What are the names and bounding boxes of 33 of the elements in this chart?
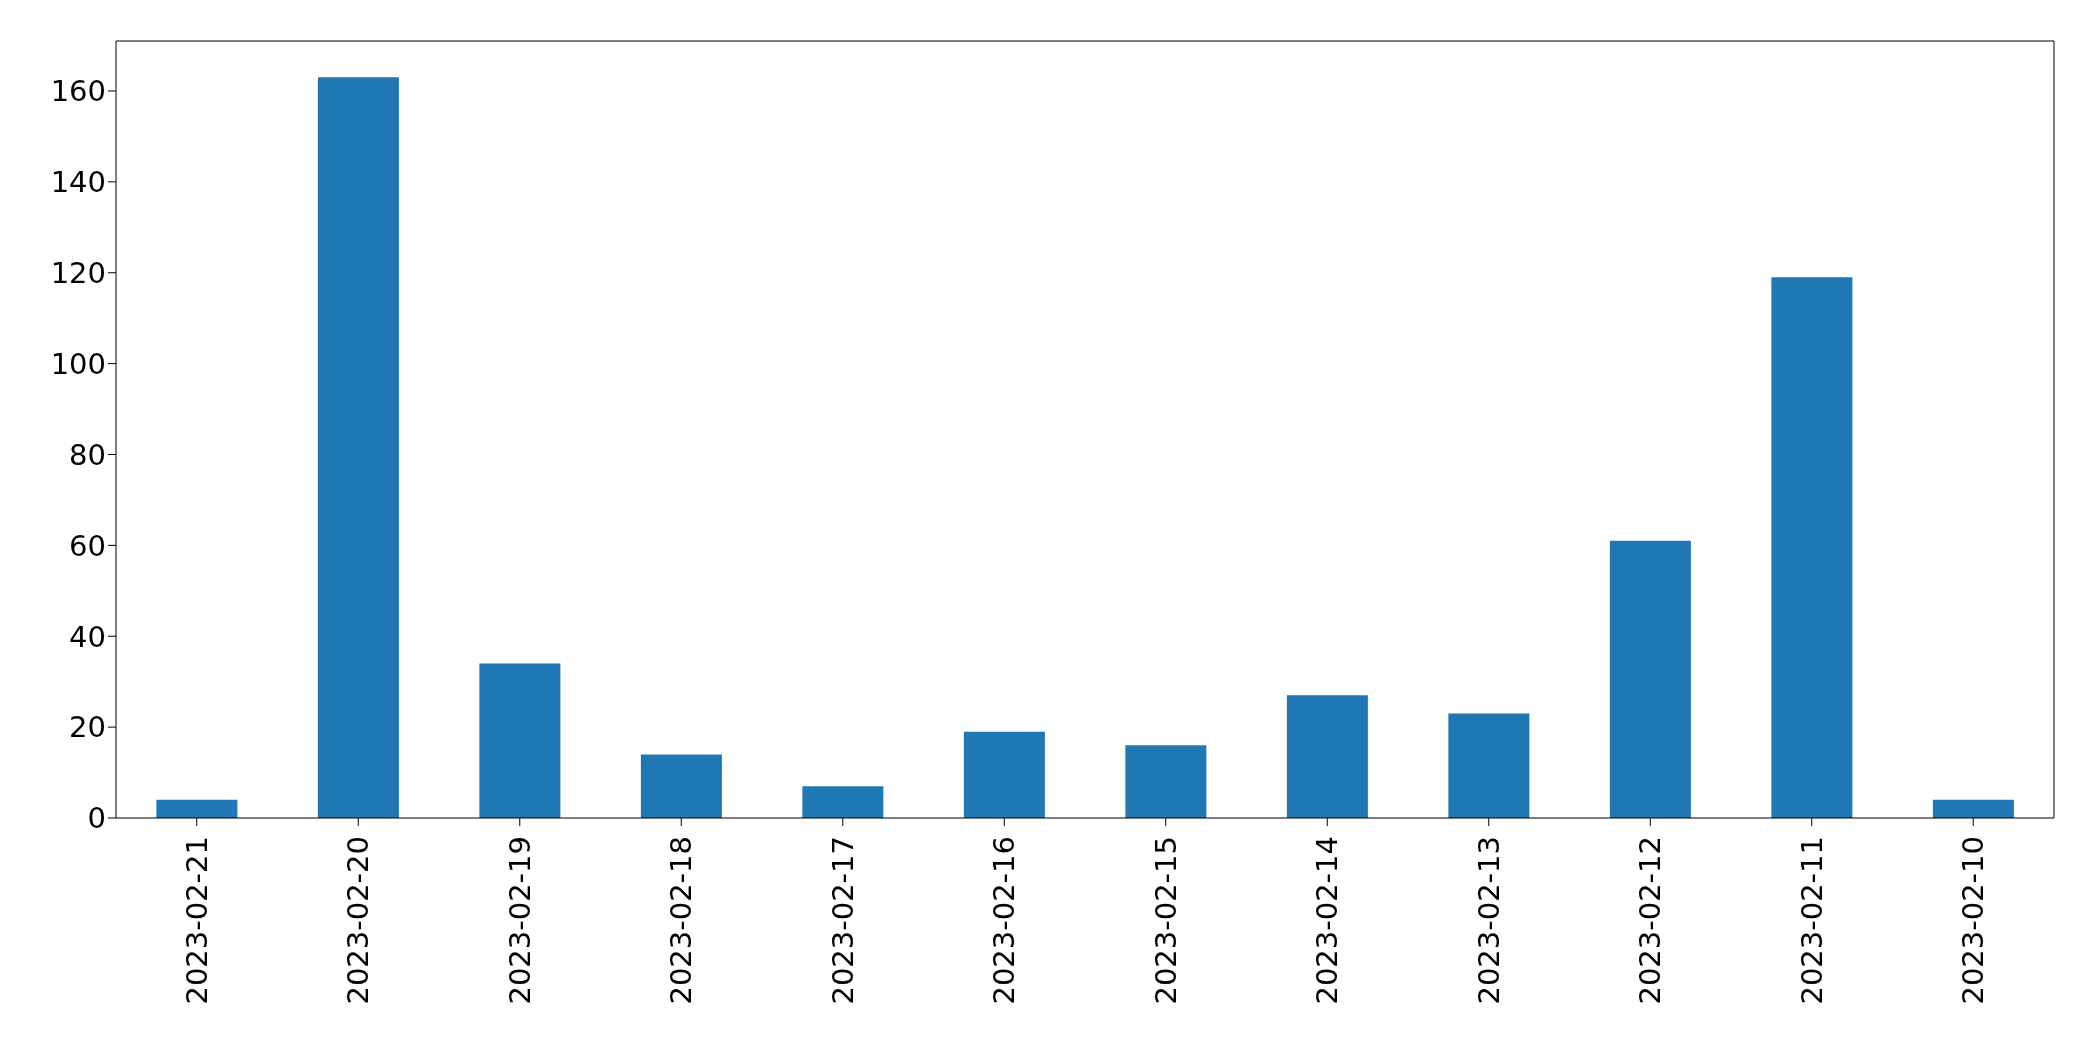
y-tick-label: 0 xyxy=(87,801,106,836)
x-tick-label: 2023-02-12 xyxy=(1633,836,1668,1005)
x-tick-label: 2023-02-13 xyxy=(1471,836,1506,1005)
bar xyxy=(479,663,561,818)
x-tick-label: 2023-02-16 xyxy=(987,836,1022,1005)
bar xyxy=(317,77,399,818)
bar xyxy=(1932,799,2014,818)
x-tick-label: 2023-02-10 xyxy=(1956,836,1991,1005)
y-tick-label: 40 xyxy=(69,619,106,654)
y-tick-label: 20 xyxy=(69,710,106,745)
x-tick-label: 2023-02-15 xyxy=(1148,836,1183,1005)
bar xyxy=(1609,540,1691,818)
bar xyxy=(1125,745,1207,818)
bar xyxy=(640,754,722,818)
bar xyxy=(963,731,1045,818)
bar xyxy=(1286,695,1368,818)
x-tick-label: 2023-02-17 xyxy=(825,836,860,1005)
y-tick-label: 100 xyxy=(50,346,106,381)
x-tick-label: 2023-02-18 xyxy=(664,836,699,1005)
bar xyxy=(156,799,238,818)
bar xyxy=(1448,713,1530,818)
x-tick-label: 2023-02-21 xyxy=(179,836,214,1005)
x-tick-label: 2023-02-20 xyxy=(341,836,376,1005)
x-tick-label: 2023-02-14 xyxy=(1310,836,1345,1005)
bar xyxy=(1771,277,1853,818)
x-tick-label: 2023-02-19 xyxy=(502,836,537,1005)
bar xyxy=(802,786,884,818)
y-tick-label: 60 xyxy=(69,528,106,563)
y-tick-label: 140 xyxy=(50,165,106,200)
y-tick-label: 80 xyxy=(69,437,106,472)
x-tick-label: 2023-02-11 xyxy=(1794,836,1829,1005)
y-tick-label: 160 xyxy=(50,74,106,109)
y-tick-label: 120 xyxy=(50,256,106,291)
